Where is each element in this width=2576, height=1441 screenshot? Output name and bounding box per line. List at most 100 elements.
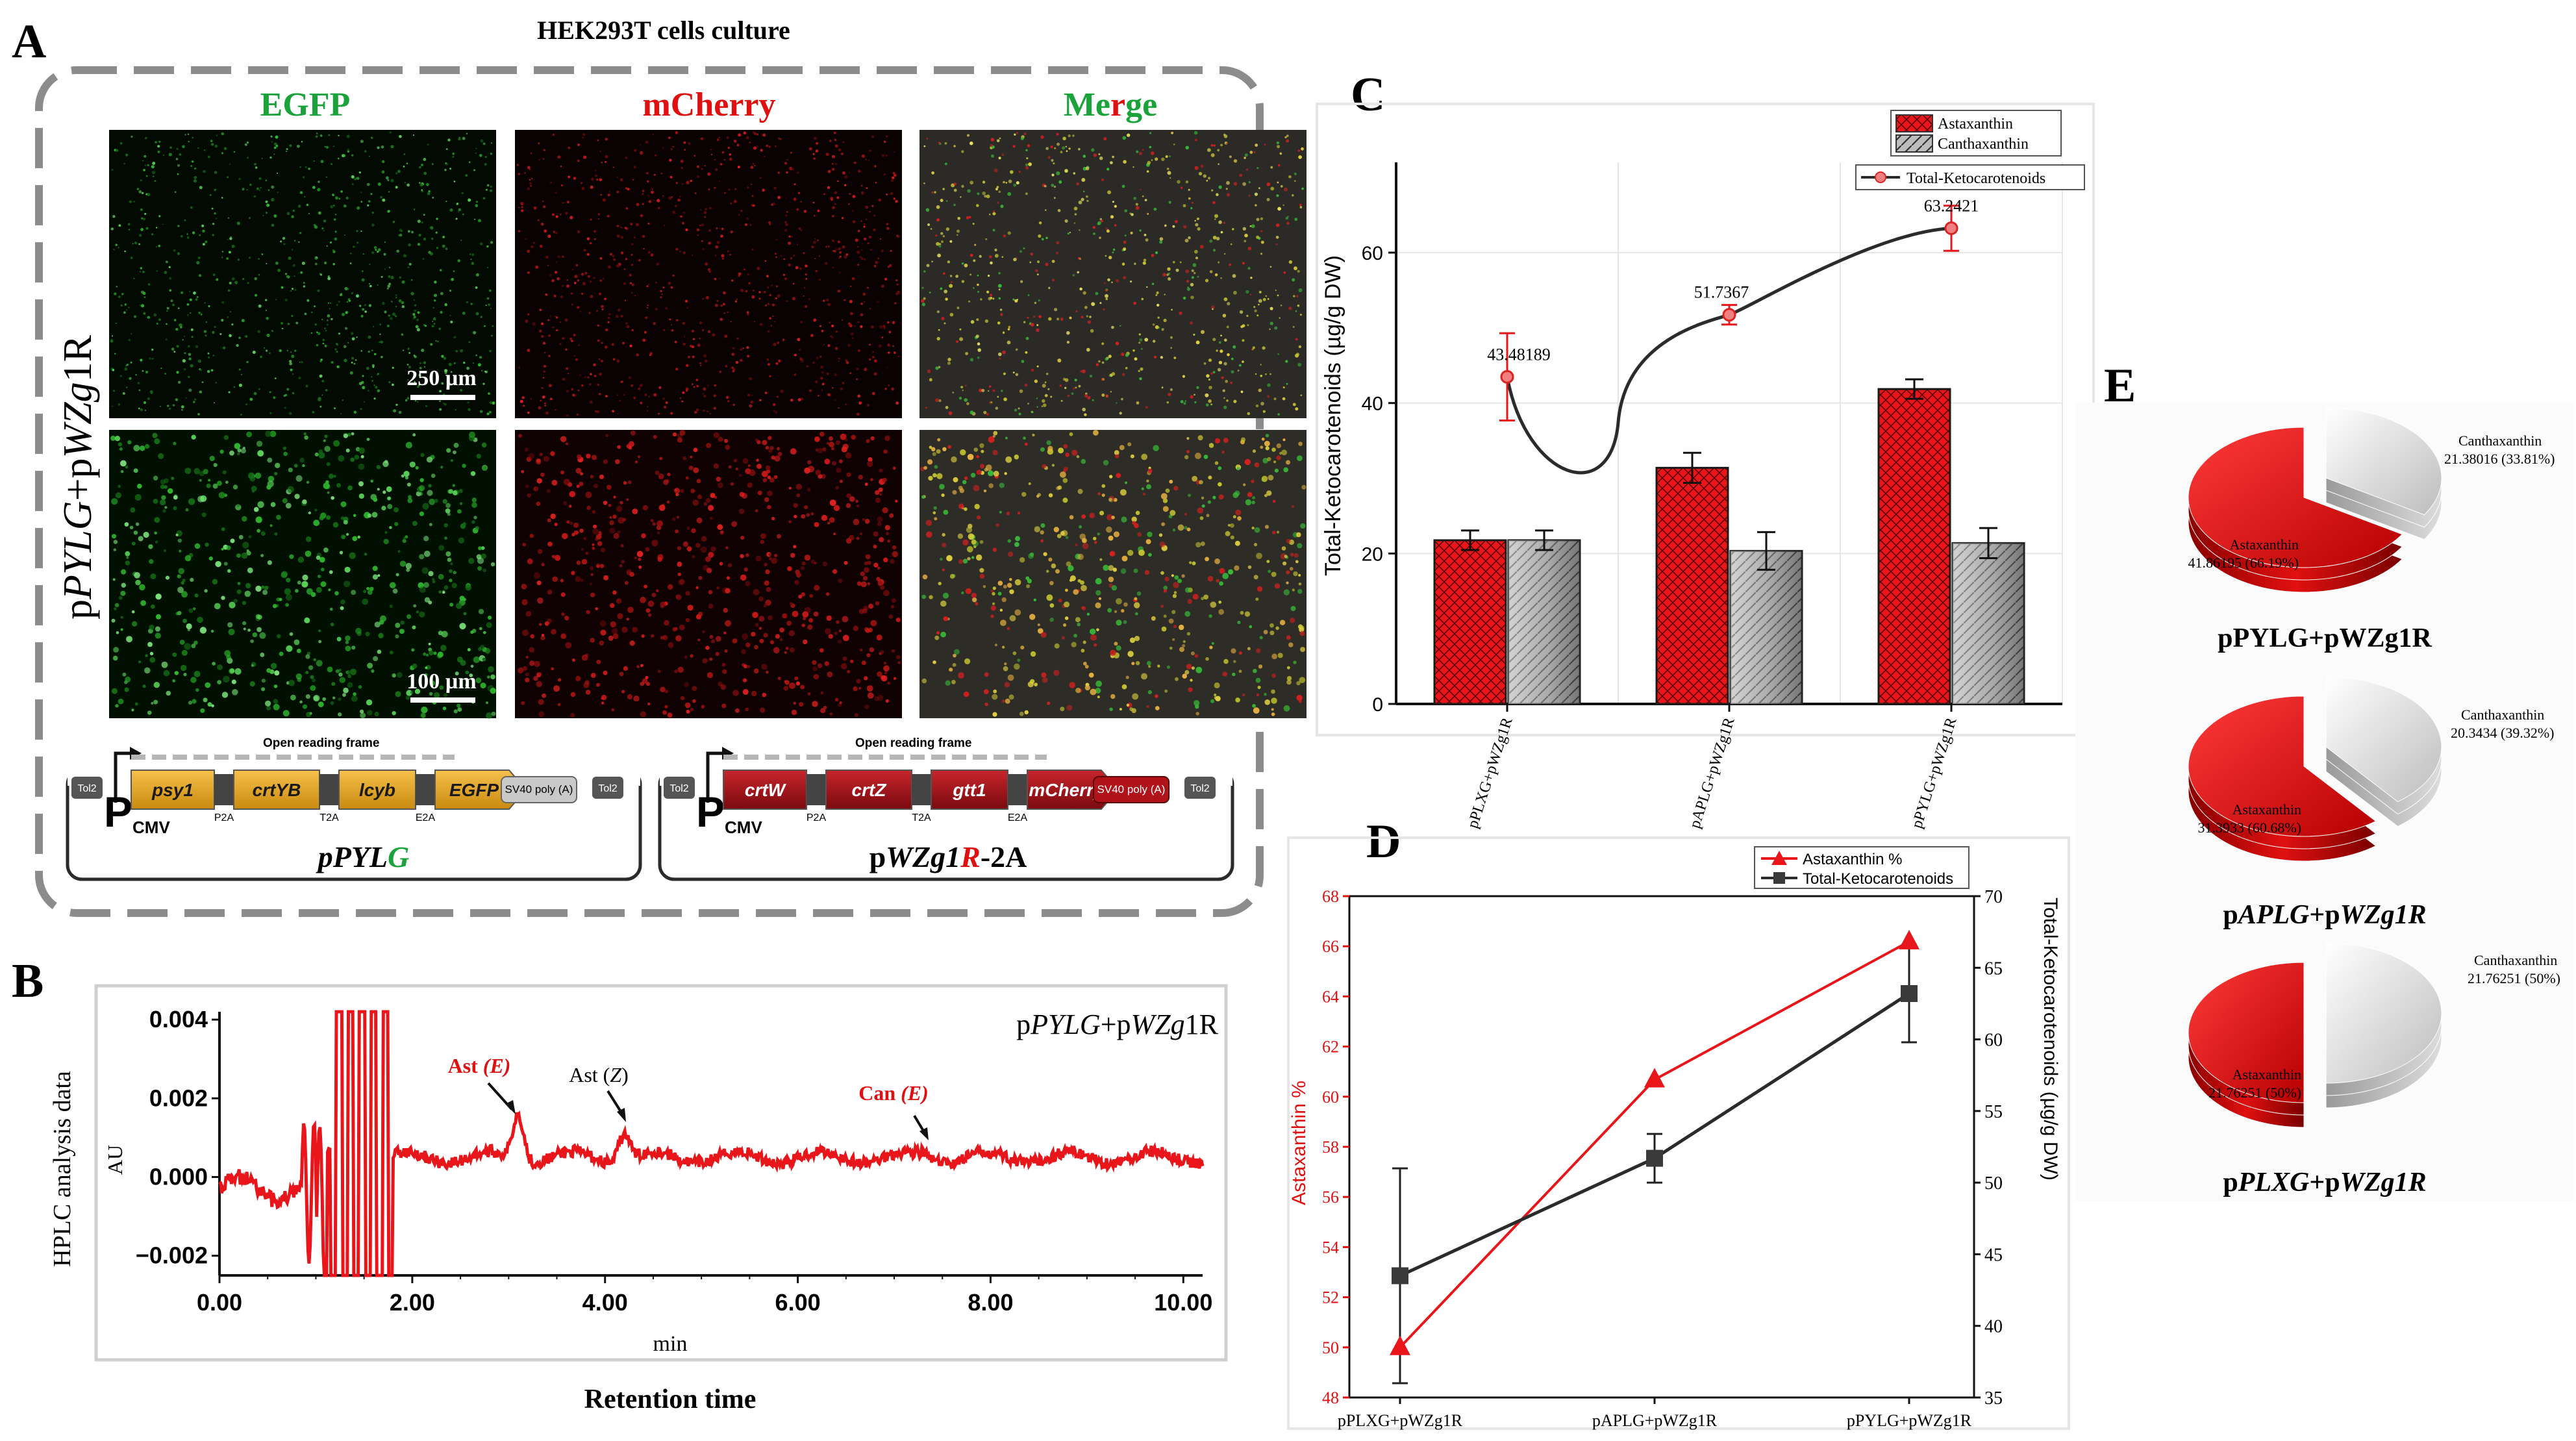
pie1-can-label: Canthaxanthin: [2458, 432, 2542, 449]
legend-swatch-astaxanthin: [1895, 114, 1933, 132]
linker-box: [214, 774, 234, 805]
orf-label: Open reading frame: [855, 736, 972, 750]
panel-c: C Total-Ketocarotenoids (µg/g DW) 0 20 40 6…: [1316, 68, 2095, 831]
astaxanthin-marker-1: [1644, 1068, 1665, 1088]
legend-label-total: Total-Ketocarotenoids: [1907, 170, 2045, 187]
linker-label: P2A: [214, 812, 234, 823]
total-ketocarotenoids-curve: [1505, 226, 1952, 475]
tol2-left-label: Tol2: [669, 783, 688, 794]
legend-label-total-d: Total-Ketocarotenoids: [1803, 870, 1953, 888]
panel-a-dashed-frame: [35, 66, 1264, 917]
pie-chart-1: [2188, 407, 2442, 593]
tol2-right-box: [592, 777, 623, 799]
y-right-tick-label: 55: [1984, 1102, 2003, 1122]
panel-a-letter: A: [12, 15, 46, 68]
arrow-icon: [505, 1100, 516, 1114]
pie3-ast-value: 21.76251 (50%): [2208, 1084, 2301, 1101]
hplc-x-label: Retention time: [584, 1385, 757, 1414]
x-tick-label: pPLXG+pWZg1R: [1464, 716, 1516, 831]
linker-box: [1008, 774, 1027, 805]
hplc-sample-label: pPYLG+pWZg1R: [1016, 1009, 1219, 1040]
panel-e: E pPYLG+pWZg1R pAPLG+pWZg1R pPLXG+pWZg1R…: [2075, 359, 2574, 1201]
bar-canthaxanthin-2: [1951, 542, 2025, 705]
x-tick-label: pAPLG+pWZg1R: [1686, 716, 1738, 831]
arrow-icon: [919, 1127, 929, 1140]
scale-bar-bottom: [410, 697, 475, 703]
total-marker-0: [1392, 1267, 1408, 1284]
hplc-trace: [218, 1010, 1205, 1277]
linker-label: E2A: [416, 812, 436, 823]
y-right-tick-label: 35: [1984, 1388, 2003, 1409]
panel-b: B HPLC analysis data AU min Retention ti…: [12, 955, 1228, 1414]
y-tick-label: 0.004: [149, 1006, 208, 1033]
y-tick-label: 40: [1362, 394, 1383, 415]
pie1-caption: pPYLG+pWZg1R: [2218, 623, 2432, 653]
linker-label: T2A: [319, 812, 339, 823]
pie-slice-astaxanthin: [2188, 695, 2377, 837]
pie-slice-canthaxanthin: [2325, 407, 2442, 516]
pie-chart-3: [2188, 942, 2442, 1128]
gene-label: EGFP: [449, 780, 499, 800]
y-left-tick-label: 66: [1322, 937, 1339, 956]
chart-c-y-label: Total-Ketocarotenoids (µg/g DW): [1321, 255, 1345, 576]
y-right-tick-label: 40: [1984, 1317, 2003, 1337]
y-left-tick-label: 60: [1322, 1088, 1339, 1107]
tol2-right-label: Tol2: [598, 783, 617, 794]
x-tick-label: 8.00: [968, 1289, 1013, 1316]
y-right-tick-label: 45: [1984, 1245, 2003, 1265]
promoter-arrow-icon: [706, 751, 725, 803]
linker-box: [416, 774, 435, 805]
pie1-ast-label: Astaxanthin: [2230, 536, 2299, 553]
y-tick-label: 0.002: [149, 1084, 208, 1111]
pie1-can-value: 21.38016 (33.81%): [2444, 451, 2555, 467]
orf-label: Open reading frame: [263, 736, 380, 750]
tol2-right-label: Tol2: [1190, 783, 1209, 794]
scale-bar-top: [410, 395, 475, 400]
gene-label: mCherry: [1029, 780, 1105, 800]
chart-d-y-label-right: Total-Ketocarotenoids (µg/g DW): [2040, 897, 2061, 1181]
micrograph-merge-low: [919, 130, 1307, 418]
linker-label: P2A: [807, 812, 827, 823]
y-left-tick-label: 50: [1322, 1338, 1339, 1357]
pie3-can-label: Canthaxanthin: [2474, 952, 2557, 968]
peak-label-ast-z: Ast (Z): [569, 1063, 629, 1086]
gene-box-gtt1: gtt1: [931, 770, 1008, 810]
pie3-caption: pPLXG+pWZg1R: [2223, 1168, 2426, 1197]
micrograph-egfp-low: [109, 130, 496, 418]
panel-b-letter: B: [12, 955, 44, 1008]
linker-label: E2A: [1008, 812, 1028, 823]
row-label-construct: pPYLG+pWZg1R: [56, 334, 100, 620]
promoter-label: PCMV: [696, 788, 762, 837]
linker-box: [807, 774, 826, 805]
astaxanthin-marker-2: [1899, 929, 1919, 949]
polya-box: [501, 776, 577, 803]
bar-astaxanthin-0: [1433, 539, 1507, 705]
tol2-left-label: Tol2: [77, 783, 96, 794]
chart-c-legend: Astaxanthin Canthaxanthin Total-Ketocaro…: [1855, 110, 2085, 190]
hplc-x-unit: min: [653, 1332, 688, 1356]
panel-a: A HEK293T cells culture EGFP mCherry Mer…: [12, 15, 1307, 917]
y-left-tick-label: 64: [1322, 987, 1339, 1006]
pie3-can-value: 21.76251 (50%): [2468, 970, 2560, 986]
micrograph-mcherry-low: [515, 130, 902, 418]
pie-slice-astaxanthin: [2188, 962, 2305, 1103]
panel-b-frame: [94, 984, 1228, 1362]
pie-chart-2: [2188, 676, 2442, 862]
y-tick-label: 60: [1362, 243, 1383, 264]
astaxanthin-marker-0: [1390, 1335, 1410, 1355]
bar-canthaxanthin-0: [1507, 539, 1581, 705]
gene-box-crtz: crtZ: [825, 770, 912, 810]
y-left-tick-label: 54: [1322, 1238, 1339, 1257]
plasmid1-name: pPYLG: [316, 840, 410, 873]
promoter-label: PCMV: [104, 788, 170, 837]
hplc-unit-label: AU: [103, 1145, 127, 1175]
hplc-y-label: HPLC analysis data: [49, 1071, 76, 1267]
scale-bar-label-top: 250 µm: [406, 366, 476, 390]
pie2-can-value: 20.3434 (39.32%): [2451, 725, 2554, 741]
legend-label-astaxanthin: Astaxanthin: [1938, 116, 2013, 132]
pie-slice-astaxanthin: [2188, 427, 2403, 568]
legend-label-canthaxanthin: Canthaxanthin: [1938, 136, 2029, 153]
gene-box-lcyb: lcyb: [338, 770, 416, 810]
column-label-merge: Merge: [1064, 86, 1157, 123]
